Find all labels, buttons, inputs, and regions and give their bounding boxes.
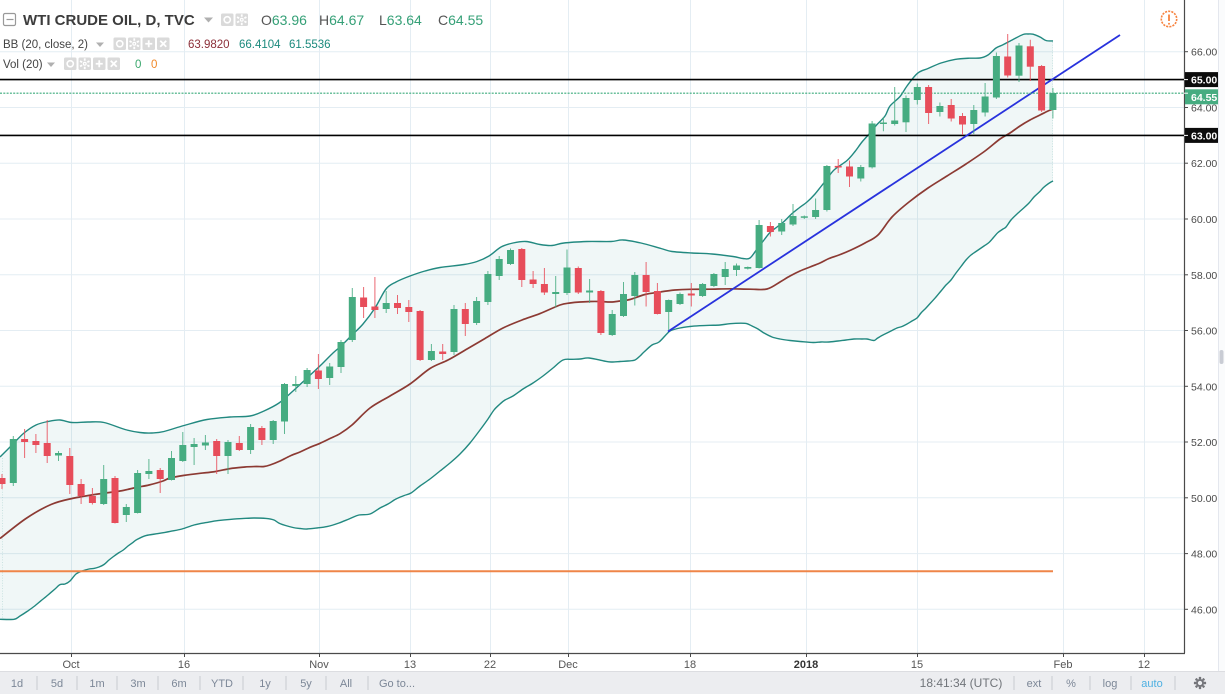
svg-text:auto: auto [1141, 678, 1162, 690]
svg-text:18: 18 [684, 659, 696, 671]
svg-text:16: 16 [178, 659, 190, 671]
svg-text:All: All [340, 678, 352, 690]
svg-text:L63.64: L63.64 [379, 12, 422, 28]
svg-text:63.00: 63.00 [1191, 130, 1217, 142]
svg-text:Vol (20): Vol (20) [3, 59, 43, 71]
svg-text:ext: ext [1027, 678, 1042, 690]
svg-text:56.00: 56.00 [1191, 326, 1217, 338]
svg-text:58.00: 58.00 [1191, 270, 1217, 282]
svg-text:C64.55: C64.55 [438, 12, 483, 28]
svg-text:22: 22 [484, 659, 496, 671]
svg-text:46.00: 46.00 [1191, 604, 1217, 616]
svg-text:3m: 3m [130, 678, 145, 690]
svg-text:5y: 5y [300, 678, 312, 690]
svg-text:0: 0 [151, 59, 157, 71]
svg-text:Go to...: Go to... [379, 678, 415, 690]
svg-text:YTD: YTD [211, 678, 233, 690]
svg-text:5d: 5d [51, 678, 63, 690]
svg-text:12: 12 [1138, 659, 1150, 671]
svg-text:Dec: Dec [558, 659, 578, 671]
svg-text:15: 15 [911, 659, 923, 671]
svg-text:50.00: 50.00 [1191, 493, 1217, 505]
svg-text:66.4104: 66.4104 [239, 39, 281, 51]
svg-text:1y: 1y [259, 678, 271, 690]
svg-text:66.00: 66.00 [1191, 47, 1217, 59]
svg-text:Nov: Nov [309, 659, 329, 671]
svg-text:61.5536: 61.5536 [289, 39, 331, 51]
svg-text:%: % [1066, 678, 1076, 690]
svg-text:H64.67: H64.67 [319, 12, 364, 28]
svg-text:Oct: Oct [62, 659, 79, 671]
svg-text:BB (20, close, 2): BB (20, close, 2) [3, 39, 88, 51]
svg-text:54.00: 54.00 [1191, 381, 1217, 393]
svg-text:Feb: Feb [1054, 659, 1073, 671]
svg-text:2018: 2018 [794, 659, 818, 671]
svg-text:62.00: 62.00 [1191, 158, 1217, 170]
svg-text:63.9820: 63.9820 [188, 39, 230, 51]
svg-text:65.00: 65.00 [1191, 75, 1217, 87]
svg-text:13: 13 [404, 659, 416, 671]
svg-text:18:41:34 (UTC): 18:41:34 (UTC) [920, 676, 1003, 690]
svg-text:O63.96: O63.96 [261, 12, 307, 28]
svg-text:64.55: 64.55 [1191, 92, 1217, 104]
svg-text:6m: 6m [171, 678, 186, 690]
svg-text:60.00: 60.00 [1191, 214, 1217, 226]
svg-text:1m: 1m [89, 678, 104, 690]
svg-text:0: 0 [135, 59, 141, 71]
svg-text:1d: 1d [11, 678, 23, 690]
svg-text:64.00: 64.00 [1191, 103, 1217, 115]
svg-text:52.00: 52.00 [1191, 437, 1217, 449]
svg-text:log: log [1103, 678, 1118, 690]
svg-text:WTI CRUDE OIL, D, TVC: WTI CRUDE OIL, D, TVC [23, 12, 195, 29]
svg-text:48.00: 48.00 [1191, 549, 1217, 561]
